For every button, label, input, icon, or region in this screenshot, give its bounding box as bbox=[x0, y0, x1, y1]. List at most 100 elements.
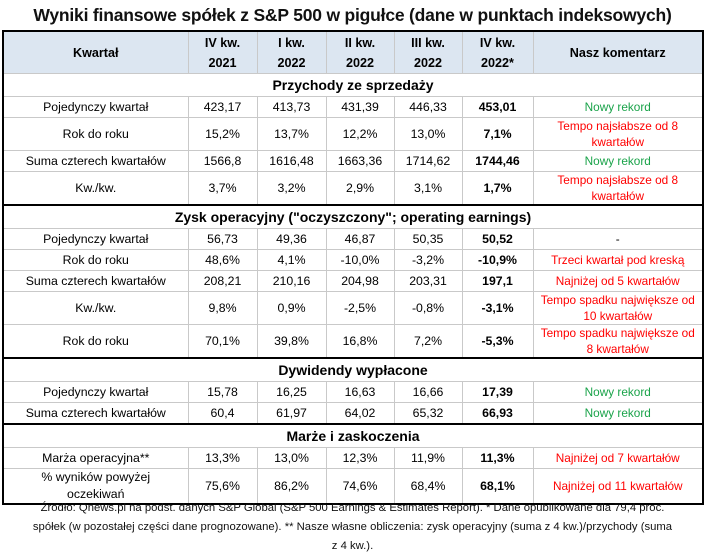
value-cell: -3,2% bbox=[393, 249, 463, 271]
value-cell: -5,3% bbox=[461, 324, 534, 359]
value-cell: 1,7% bbox=[461, 171, 534, 206]
value-cell: 15,2% bbox=[187, 117, 258, 151]
table-row: Pojedynczy kwartał 423,17 413,73 431,39 446,… bbox=[2, 96, 704, 118]
table-row: Pojedynczy kwartał 56,73 49,36 46,87 50,35 50… bbox=[2, 228, 704, 250]
value-cell: 11,9% bbox=[393, 447, 463, 469]
value-cell: 13,0% bbox=[256, 447, 327, 469]
table-row: Kw./kw. 9,8% 0,9% -2,5% -0,8% -3,1% Tempo spad… bbox=[2, 291, 704, 325]
value-cell: 3,1% bbox=[393, 171, 463, 206]
value-cell: 446,33 bbox=[393, 96, 463, 118]
comment-cell: Tempo najsłabsze od 8 kwartałów bbox=[532, 171, 704, 206]
comment-cell: Nowy rekord bbox=[532, 402, 704, 425]
table-row: Suma czterech kwartałów 1566,8 1616,48 1663… bbox=[2, 150, 704, 172]
section-title: Dywidendy wypłacone bbox=[2, 357, 704, 382]
header-col-5: IV kw. 2022* bbox=[461, 30, 534, 74]
header-col-2: I kw. 2022 bbox=[256, 30, 327, 74]
value-cell: 50,52 bbox=[461, 228, 534, 250]
value-cell: 1714,62 bbox=[393, 150, 463, 172]
header-row: Kwartał IV kw. 2021 I kw. 2022 II kw. 2022 … bbox=[2, 30, 704, 74]
comment-cell: Najniżej od 5 kwartałów bbox=[532, 270, 704, 292]
value-cell: 39,8% bbox=[256, 324, 327, 359]
row-label: Rok do roku bbox=[2, 324, 189, 359]
value-cell: 13,7% bbox=[256, 117, 327, 151]
value-cell: 1663,36 bbox=[325, 150, 395, 172]
table-row: Pojedynczy kwartał 15,78 16,25 16,63 16,66 17… bbox=[2, 381, 704, 403]
value-cell: -3,1% bbox=[461, 291, 534, 325]
comment-cell: Najniżej od 11 kwartałów bbox=[532, 468, 704, 505]
value-cell: 46,87 bbox=[325, 228, 395, 250]
section-header-row: Dywidendy wypłacone bbox=[2, 357, 704, 382]
row-label: Pojedynczy kwartał bbox=[2, 228, 189, 250]
table-title: Wyniki finansowe spółek z S&P 500 w pigu… bbox=[33, 5, 672, 25]
row-label: Pojedynczy kwartał bbox=[2, 96, 189, 118]
value-cell: 86,2% bbox=[256, 468, 327, 505]
header-comment: Nasz komentarz bbox=[532, 30, 704, 74]
value-cell: 3,7% bbox=[187, 171, 258, 206]
comment-cell: Trzeci kwartał pod kreską bbox=[532, 249, 704, 271]
value-cell: 61,97 bbox=[256, 402, 327, 425]
row-label: Suma czterech kwartałów bbox=[2, 150, 189, 172]
row-label: Suma czterech kwartałów bbox=[2, 402, 189, 425]
financial-results-table: Kwartał IV kw. 2021 I kw. 2022 II kw. 2022 … bbox=[2, 30, 704, 505]
row-label: Suma czterech kwartałów bbox=[2, 270, 189, 292]
value-cell: 9,8% bbox=[187, 291, 258, 325]
row-label: % wyników powyżej oczekiwań bbox=[2, 468, 189, 505]
value-cell: 16,25 bbox=[256, 381, 327, 403]
value-cell: 16,63 bbox=[325, 381, 395, 403]
value-cell: 56,73 bbox=[187, 228, 258, 250]
value-cell: 197,1 bbox=[461, 270, 534, 292]
value-cell: 210,16 bbox=[256, 270, 327, 292]
comment-cell: Tempo najsłabsze od 8 kwartałów bbox=[532, 117, 704, 151]
value-cell: 4,1% bbox=[256, 249, 327, 271]
comment-cell: Tempo spadku największe od 8 kwartałów bbox=[532, 324, 704, 359]
comment-cell: Nowy rekord bbox=[532, 150, 704, 172]
value-cell: 7,2% bbox=[393, 324, 463, 359]
value-cell: 16,8% bbox=[325, 324, 395, 359]
header-col-1: IV kw. 2021 bbox=[187, 30, 258, 74]
table-row: Suma czterech kwartałów 208,21 210,16 204,9… bbox=[2, 270, 704, 292]
value-cell: -2,5% bbox=[325, 291, 395, 325]
section-title: Zysk operacyjny ("oczyszczony"; operatin… bbox=[2, 204, 704, 229]
row-label: Kw./kw. bbox=[2, 291, 189, 325]
footnote-line-2: spółek (w pozostałej części dane prognoz… bbox=[32, 521, 673, 533]
value-cell: 13,3% bbox=[187, 447, 258, 469]
value-cell: 13,0% bbox=[393, 117, 463, 151]
value-cell: 1616,48 bbox=[256, 150, 327, 172]
table-row: Rok do roku 70,1% 39,8% 16,8% 7,2% -5,3% Tempo… bbox=[2, 324, 704, 359]
value-cell: 49,36 bbox=[256, 228, 327, 250]
value-cell: 75,6% bbox=[187, 468, 258, 505]
value-cell: 3,2% bbox=[256, 171, 327, 206]
value-cell: 203,31 bbox=[393, 270, 463, 292]
value-cell: 16,66 bbox=[393, 381, 463, 403]
value-cell: 204,98 bbox=[325, 270, 395, 292]
value-cell: 50,35 bbox=[393, 228, 463, 250]
comment-cell: Najniżej od 7 kwartałów bbox=[532, 447, 704, 469]
section-title: Marże i zaskoczenia bbox=[2, 423, 704, 448]
row-label: Pojedynczy kwartał bbox=[2, 381, 189, 403]
value-cell: -10,9% bbox=[461, 249, 534, 271]
row-label: Marża operacyjna** bbox=[2, 447, 189, 469]
value-cell: 64,02 bbox=[325, 402, 395, 425]
table-row: Marża operacyjna** 13,3% 13,0% 12,3% 11,9% 11… bbox=[2, 447, 704, 469]
value-cell: 1744,46 bbox=[461, 150, 534, 172]
value-cell: 208,21 bbox=[187, 270, 258, 292]
comment-cell: Nowy rekord bbox=[532, 381, 704, 403]
section-header-row: Zysk operacyjny ("oczyszczony"; operatin… bbox=[2, 204, 704, 229]
value-cell: -10,0% bbox=[325, 249, 395, 271]
value-cell: 74,6% bbox=[325, 468, 395, 505]
value-cell: 12,2% bbox=[325, 117, 395, 151]
section-title: Przychody ze sprzedaży bbox=[2, 73, 704, 97]
value-cell: 453,01 bbox=[461, 96, 534, 118]
section-header-row: Przychody ze sprzedaży bbox=[2, 73, 704, 97]
value-cell: 2,9% bbox=[325, 171, 395, 206]
section-header-row: Marże i zaskoczenia bbox=[2, 423, 704, 448]
footnote: Źródło: Qnews.pl na podst. danych S&P Gl… bbox=[0, 499, 705, 556]
table-row: Kw./kw. 3,7% 3,2% 2,9% 3,1% 1,7% Tempo najsłab… bbox=[2, 171, 704, 206]
value-cell: 70,1% bbox=[187, 324, 258, 359]
value-cell: 65,32 bbox=[393, 402, 463, 425]
value-cell: 1566,8 bbox=[187, 150, 258, 172]
value-cell: 413,73 bbox=[256, 96, 327, 118]
header-col-4: III kw. 2022 bbox=[393, 30, 463, 74]
comment-cell: Tempo spadku największe od 10 kwartałów bbox=[532, 291, 704, 325]
value-cell: 15,78 bbox=[187, 381, 258, 403]
